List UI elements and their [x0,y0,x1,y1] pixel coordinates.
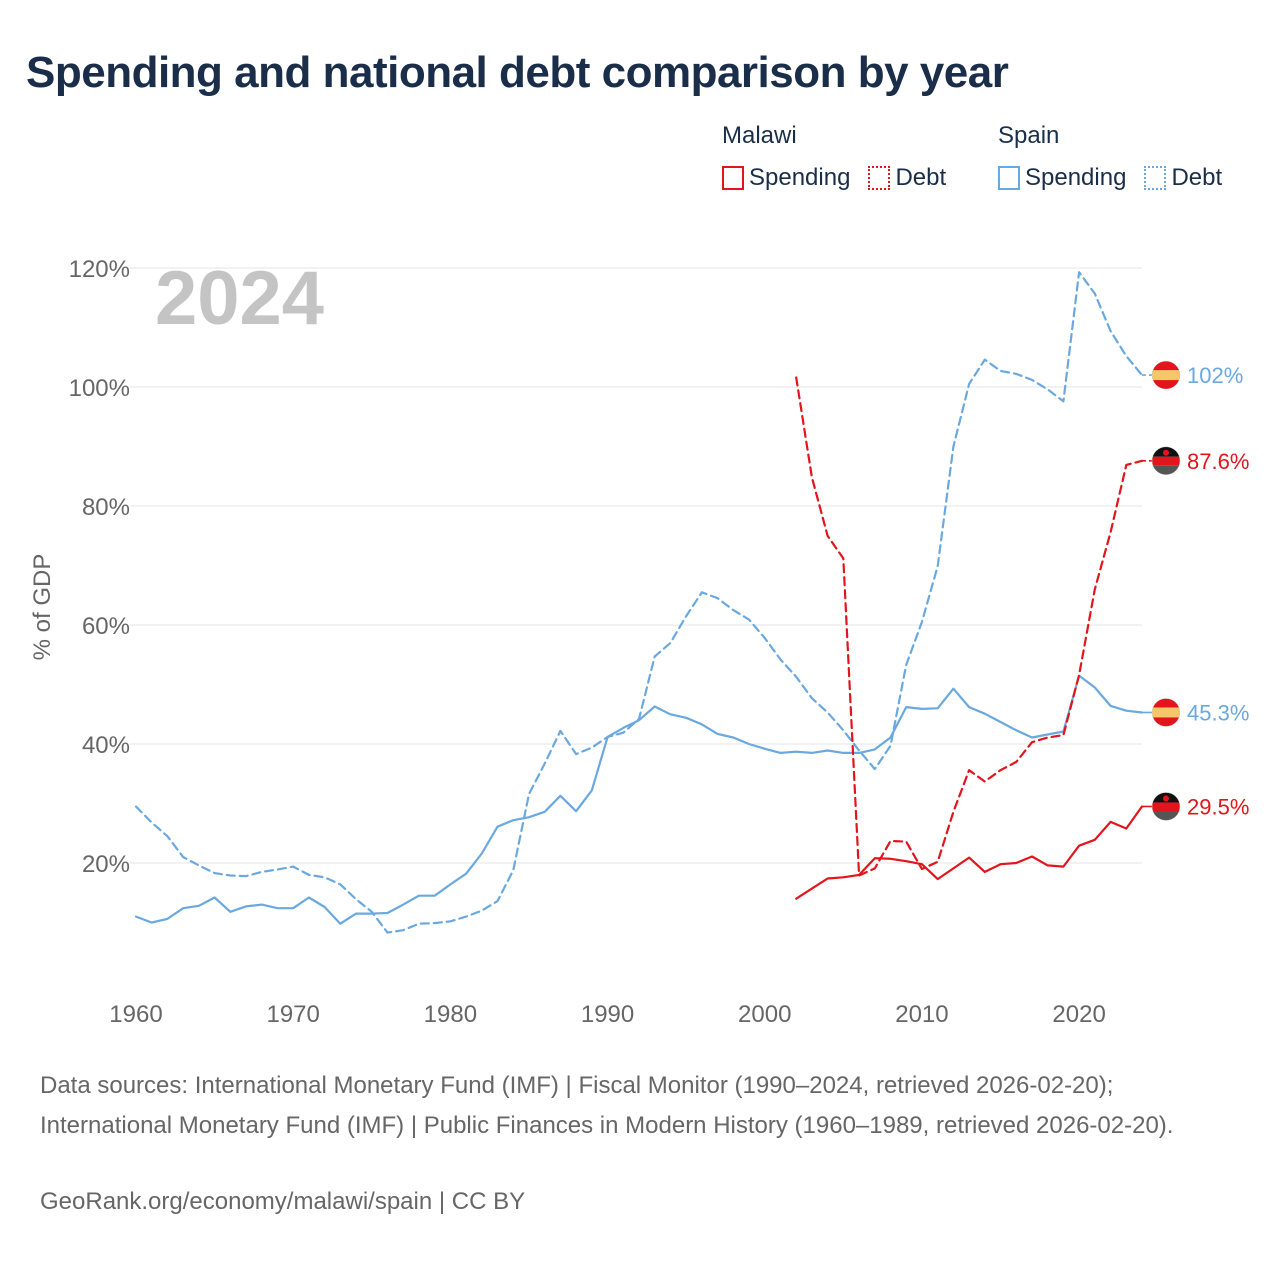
series-end-label: 102% [1187,363,1243,388]
legend-swatch-solid-malawi [722,166,744,190]
year-watermark: 2024 [155,256,324,341]
malawi-flag-icon [1151,792,1181,821]
legend-malawi: Malawi Spending Debt [722,122,946,192]
grid-lines [130,267,1142,864]
legend-spain: Spain Spending Debt [998,122,1222,192]
line-chart: 2024 % of GDP 20% 40% 60% 80% 100% 120% 1960 19… [29,256,1249,1028]
y-axis-label: % of GDP [29,554,56,661]
malawi-spending-line[interactable] [795,805,1144,900]
legend-malawi-spending[interactable]: Spending [722,164,850,192]
malawi-debt-line[interactable] [795,376,1144,877]
legend-label: Debt [895,164,947,191]
spain-debt-line[interactable] [134,271,1144,934]
legend-malawi-debt[interactable]: Debt [868,164,946,192]
legend-spain-spending[interactable]: Spending [998,164,1126,192]
y-tick-label: 40% [82,732,130,759]
x-tick-label: 1960 [109,1001,162,1028]
axis-tick-labels: 20% 40% 60% 80% 100% 120% 1960 1970 1980 1990 2000… [69,256,1106,1028]
series-lines [134,271,1152,934]
y-tick-label: 100% [69,375,130,402]
y-tick-label: 120% [69,256,130,283]
data-sources: Data sources: International Monetary Fun… [40,1072,1174,1139]
legend-label: Debt [1171,164,1223,191]
x-tick-label: 2020 [1052,1001,1105,1028]
legend-country-malawi: Malawi [722,122,797,149]
legend-spain-debt[interactable]: Debt [1144,164,1222,192]
series-end-label: 45.3% [1187,700,1249,725]
x-tick-label: 1980 [424,1001,477,1028]
malawi-flag-icon [1151,446,1181,476]
series-end-label: 87.6% [1187,449,1249,474]
legend-swatch-dotted-malawi [868,166,891,190]
series-end-markers: 45.3% 102% 29.5% 87.6% [1151,360,1249,821]
y-tick-label: 60% [82,613,130,640]
spain-flag-icon [1151,360,1181,390]
spain-flag-icon [1151,698,1181,727]
y-tick-label: 20% [82,851,130,878]
legend-swatch-solid-spain [998,166,1020,190]
legend-label: Spending [1025,164,1127,191]
credit-link[interactable]: GeoRank.org/economy/malawi/spain | CC BY [40,1188,526,1215]
x-tick-label: 2000 [738,1001,791,1028]
series-end-label: 29.5% [1187,794,1249,819]
x-tick-label: 1970 [266,1001,319,1028]
legend-label: Spending [749,164,851,191]
legend-swatch-dotted-spain [1144,166,1167,190]
x-tick-label: 2010 [895,1001,948,1028]
legend-country-spain: Spain [998,122,1060,149]
chart-title: Spending and national debt comparison by… [26,48,1009,97]
x-tick-label: 1990 [581,1001,634,1028]
spain-spending-line[interactable] [134,674,1144,925]
y-tick-label: 80% [82,494,130,521]
